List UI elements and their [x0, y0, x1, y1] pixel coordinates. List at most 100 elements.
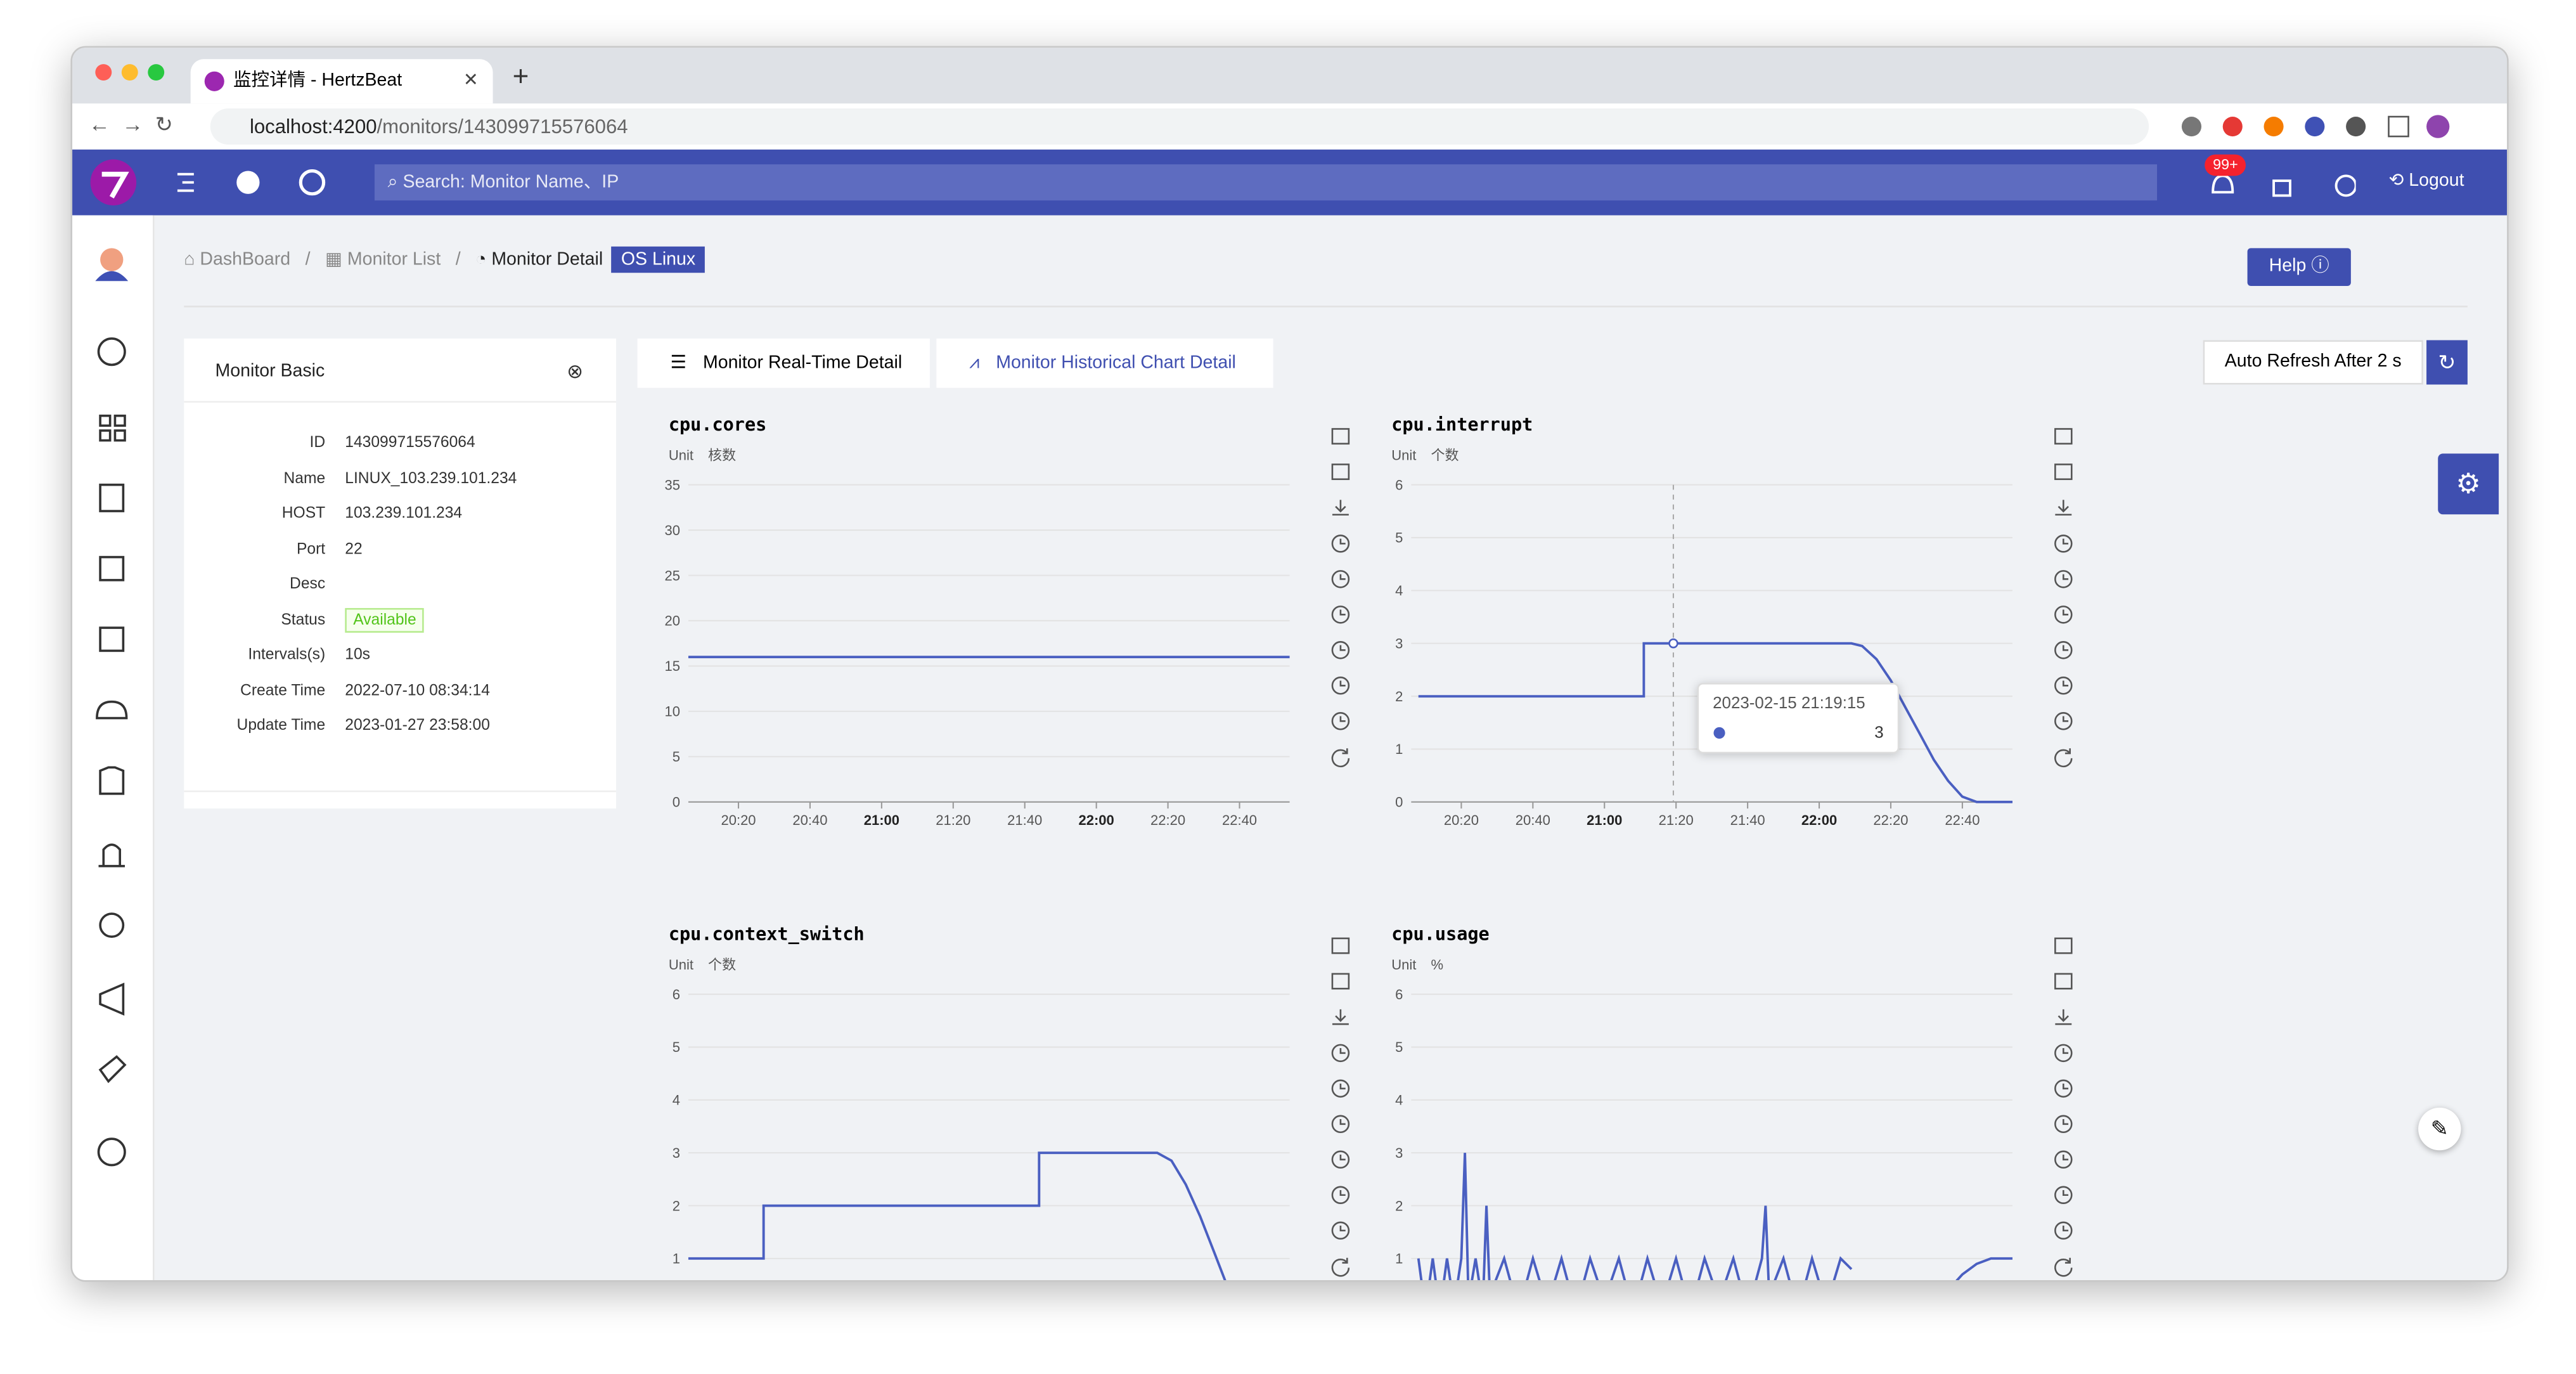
info-value: 10s — [345, 645, 371, 664]
info-label: Update Time — [236, 716, 326, 735]
toolbox-icon[interactable] — [1331, 937, 1350, 954]
header-icons[interactable] — [174, 169, 388, 196]
y-tick-label: 5 — [1395, 1039, 1403, 1055]
icon-shape — [1331, 641, 1350, 659]
toolbox-icon[interactable] — [2055, 1009, 2072, 1025]
auto-refresh[interactable]: Auto Refresh After 2 s — [2203, 340, 2423, 385]
toolbox-icon[interactable] — [1331, 428, 1350, 445]
toolbox-icon[interactable] — [2054, 606, 2073, 624]
search-box[interactable]: ⌕ Search: Monitor Name、IP — [374, 164, 2158, 201]
search-placeholder: Search: Monitor Name、IP — [402, 172, 619, 193]
series-line — [688, 1151, 1227, 1281]
toolbox-icon[interactable] — [1331, 973, 1350, 990]
toolbox-icon[interactable] — [1332, 500, 1349, 516]
toolbox-icon[interactable] — [1331, 1257, 1350, 1277]
icon-shape — [2054, 748, 2073, 768]
toolbox-icon[interactable] — [1331, 641, 1350, 659]
icon-shape — [2054, 1186, 2073, 1205]
icon-shape — [2063, 609, 2069, 616]
x-tick-label: 20:20 — [721, 812, 756, 828]
y-tick-label: 2 — [673, 1198, 680, 1214]
toolbox-icon[interactable] — [2054, 428, 2073, 445]
window-controls[interactable] — [92, 61, 174, 84]
favicon — [204, 71, 224, 91]
icon-shape — [1331, 677, 1350, 695]
float-button[interactable]: ✎ — [2418, 1107, 2461, 1151]
help-button[interactable]: Help ⓘ — [2247, 248, 2351, 286]
chart-title: cpu.context_switch — [669, 924, 865, 945]
toolbox-icon[interactable] — [1331, 1221, 1350, 1240]
app-logo[interactable] — [89, 158, 138, 207]
icon-shape — [1331, 1044, 1350, 1063]
icon-shape — [1331, 463, 1350, 481]
icon-shape — [2054, 677, 2073, 695]
toolbox-icon[interactable] — [1331, 677, 1350, 695]
icon-shape — [2063, 538, 2069, 545]
toolbox-icon[interactable] — [2054, 1150, 2073, 1169]
url-box[interactable]: localhost:4200/monitors/143099715576064 — [210, 108, 2149, 145]
tab-close[interactable]: ✕ — [463, 70, 479, 91]
toolbox-icon[interactable] — [2054, 937, 2073, 954]
toolbox-icon[interactable] — [1331, 535, 1350, 553]
toolbox-icon[interactable] — [1331, 1150, 1350, 1169]
collapse-icon[interactable]: ⊗ — [567, 360, 584, 383]
nav-buttons[interactable]: ← → ↻ — [88, 112, 174, 137]
card-title: Monitor Basic — [215, 361, 325, 382]
breadcrumb-item[interactable]: ▦ Monitor List — [325, 249, 441, 270]
breadcrumb-item[interactable]: ⌂ DashBoard — [184, 249, 291, 270]
toolbox-icon[interactable] — [2054, 641, 2073, 659]
toolbox-icon[interactable] — [1331, 1044, 1350, 1063]
toolbox-icon[interactable] — [1331, 606, 1350, 624]
icon-shape — [1339, 1084, 1346, 1090]
toolbox-icon[interactable] — [2054, 712, 2073, 730]
toolbox-icon[interactable] — [2054, 748, 2073, 768]
logout[interactable]: ⟲ Logout — [2388, 171, 2464, 191]
icon-shape — [2055, 1009, 2072, 1025]
toolbox-icon[interactable] — [2054, 1115, 2073, 1134]
toolbox-icon[interactable] — [2054, 1044, 2073, 1063]
toolbox-icon[interactable] — [1332, 1009, 1349, 1025]
browser-tab[interactable]: 监控详情 - HertzBeat ✕ — [190, 59, 493, 104]
divider — [184, 790, 616, 793]
new-tab[interactable]: + — [512, 60, 529, 93]
toolbox-icon[interactable] — [1331, 463, 1350, 481]
toolbox-icon[interactable] — [1331, 1186, 1350, 1205]
icon-shape — [1339, 1189, 1346, 1196]
icon-shape — [2063, 1225, 2069, 1232]
toolbox-icon[interactable] — [2055, 500, 2072, 516]
info-label: Port — [296, 540, 326, 558]
icon-shape — [2054, 1115, 2073, 1134]
toolbox-icon[interactable] — [2054, 1079, 2073, 1098]
header-tools[interactable] — [2208, 166, 2356, 202]
notification-badge: 99+ — [2205, 154, 2246, 176]
info-label: HOST — [281, 504, 326, 523]
tab[interactable]: ⩘ Monitor Historical Chart Detail — [936, 338, 1273, 388]
x-tick-label: 22:20 — [1873, 812, 1908, 828]
toolbox-icon[interactable] — [2054, 1221, 2073, 1240]
settings-drawer[interactable]: ⚙ — [2438, 453, 2499, 515]
toolbox-icon[interactable] — [1331, 570, 1350, 588]
refresh-button[interactable]: ↻ — [2426, 340, 2468, 385]
icon-shape — [1331, 1257, 1350, 1277]
toolbox-icon[interactable] — [2054, 973, 2073, 990]
toolbox-icon[interactable] — [2054, 535, 2073, 553]
toolbox-icon[interactable] — [1331, 712, 1350, 730]
toolbox-icon[interactable] — [2054, 677, 2073, 695]
icon-shape — [1339, 680, 1346, 687]
extensions[interactable] — [2175, 113, 2487, 139]
toolbox-icon[interactable] — [2054, 1186, 2073, 1205]
chart-title: cpu.usage — [1391, 924, 1489, 945]
toolbox-icon[interactable] — [1331, 748, 1350, 768]
y-tick-label: 1 — [673, 1251, 680, 1267]
toolbox-icon[interactable] — [1331, 1115, 1350, 1134]
side-menu — [72, 215, 155, 1281]
toolbox-icon[interactable] — [2054, 463, 2073, 481]
toolbox-icon[interactable] — [1331, 1079, 1350, 1098]
icon-shape — [2054, 1044, 2073, 1063]
toolbox-icon[interactable] — [2054, 570, 2073, 588]
tab[interactable]: ☰ Monitor Real-Time Detail — [637, 338, 930, 388]
toolbox-icon[interactable] — [2054, 1257, 2073, 1277]
icon-shape — [2054, 463, 2073, 481]
side-icons[interactable] — [72, 216, 153, 1202]
x-tick-label: 22:40 — [1222, 812, 1257, 828]
